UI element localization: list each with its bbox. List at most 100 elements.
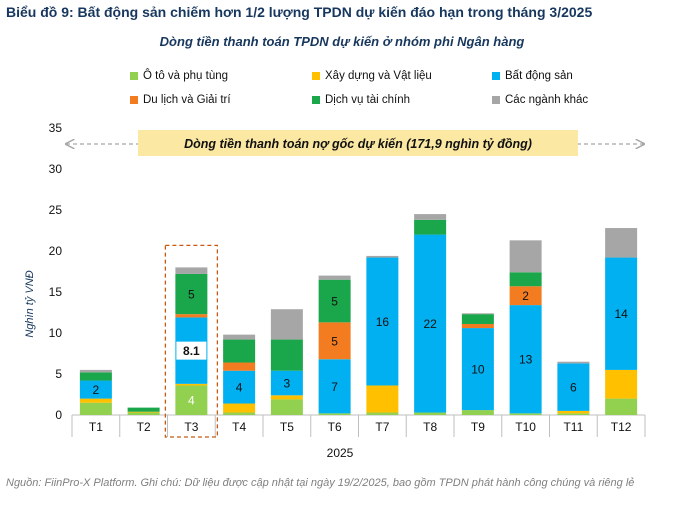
bar-segment bbox=[270, 339, 303, 371]
x-tick-label: T10 bbox=[515, 420, 536, 434]
x-tick-label: T5 bbox=[280, 420, 294, 434]
bar-segment bbox=[605, 228, 638, 258]
bar-segment bbox=[366, 385, 399, 413]
y-tick-label: 5 bbox=[55, 367, 62, 381]
bar-segment bbox=[557, 413, 590, 415]
bar-segment bbox=[270, 370, 303, 396]
bar-segment bbox=[79, 398, 112, 403]
data-label: 4 bbox=[236, 381, 243, 395]
data-label: 4 bbox=[188, 394, 195, 408]
chart-figure-title: Biểu đồ 9: Bất động sản chiếm hơn 1/2 lư… bbox=[6, 4, 593, 20]
bar-segment bbox=[223, 339, 256, 363]
bar-segment bbox=[318, 413, 351, 415]
bar-segment bbox=[461, 314, 494, 324]
data-label: 2 bbox=[522, 289, 529, 303]
bar-segment bbox=[318, 275, 351, 280]
bar-segment bbox=[175, 314, 208, 318]
bar-segment bbox=[127, 407, 160, 412]
data-label: 10 bbox=[471, 363, 485, 377]
bar-segment bbox=[79, 369, 112, 373]
bar-segment bbox=[414, 412, 447, 415]
legend-label: Du lịch và Giải trí bbox=[143, 94, 231, 106]
data-label: 7 bbox=[331, 380, 338, 394]
bar-segment bbox=[557, 361, 590, 364]
legend-label: Bất động sản bbox=[505, 70, 573, 82]
bar-segment bbox=[414, 234, 447, 413]
bar-segment bbox=[223, 370, 256, 404]
bar-segment bbox=[79, 402, 112, 415]
bar-segment bbox=[461, 328, 494, 411]
data-label: 13 bbox=[519, 353, 533, 367]
bar-segment bbox=[175, 267, 208, 274]
legend-swatch bbox=[312, 96, 320, 104]
legend-item-construction: Xây dựng và Vật liệu bbox=[312, 70, 432, 82]
data-label: 22 bbox=[423, 317, 437, 331]
bar-segment bbox=[79, 380, 112, 399]
bar-segment bbox=[557, 363, 590, 411]
bar-segment bbox=[79, 372, 112, 381]
annotation-text: Dòng tiền thanh toán nợ gốc dự kiến (171… bbox=[184, 137, 532, 151]
bar-segment bbox=[366, 255, 399, 258]
bar-segment bbox=[509, 286, 542, 306]
highlight-frame bbox=[164, 244, 219, 438]
legend-swatch bbox=[312, 72, 320, 80]
source-note: Nguồn: FiinPro-X Platform. Ghi chú: Dữ l… bbox=[6, 477, 635, 489]
legend-item-financial: Dịch vụ tài chính bbox=[312, 94, 410, 106]
x-tick-label: T1 bbox=[89, 420, 103, 434]
bar-segment bbox=[175, 383, 208, 386]
data-label: 5 bbox=[331, 334, 338, 348]
x-tick-label: T6 bbox=[328, 420, 342, 434]
data-label: 3 bbox=[284, 377, 291, 391]
bar-segment bbox=[605, 398, 638, 415]
x-tick-label: T3 bbox=[184, 420, 198, 434]
bar-segment bbox=[605, 369, 638, 399]
bar-segment bbox=[270, 395, 303, 400]
y-tick-label: 20 bbox=[49, 244, 63, 258]
legend-label: Xây dựng và Vật liệu bbox=[325, 70, 432, 82]
y-tick-label: 15 bbox=[49, 285, 63, 299]
bar-segment bbox=[605, 257, 638, 370]
bar-segment bbox=[557, 410, 590, 414]
legend-label: Các ngành khác bbox=[505, 94, 589, 106]
bar-segment bbox=[223, 403, 256, 413]
data-label: 14 bbox=[614, 307, 628, 321]
legend-swatch bbox=[492, 96, 500, 104]
legend-swatch bbox=[130, 72, 138, 80]
y-tick-label: 10 bbox=[49, 326, 63, 340]
bar-segment bbox=[223, 362, 256, 371]
legend-label: Ô tô và phụ tùng bbox=[143, 70, 229, 82]
legend-swatch bbox=[492, 72, 500, 80]
bar-segment bbox=[509, 240, 542, 273]
legend-item-real-estate: Bất động sản bbox=[492, 70, 573, 82]
x-tick-label: T12 bbox=[611, 420, 632, 434]
data-label: 8.1 bbox=[183, 344, 200, 358]
data-label: 16 bbox=[376, 315, 390, 329]
bar-segment bbox=[461, 323, 494, 329]
y-axis-title: Nghìn tỷ VNĐ bbox=[24, 270, 36, 337]
bar-segment bbox=[414, 214, 447, 220]
x-tick-label: T4 bbox=[232, 420, 246, 434]
legend-item-others: Các ngành khác bbox=[492, 94, 588, 106]
bar-segment bbox=[270, 399, 303, 415]
annotation-box bbox=[138, 130, 578, 156]
x-tick-label: T9 bbox=[471, 420, 485, 434]
bar-segment bbox=[509, 272, 542, 287]
data-label-bg bbox=[176, 341, 207, 360]
x-axis-title: 2025 bbox=[327, 446, 354, 460]
data-label: 2 bbox=[93, 383, 100, 397]
legend-item-auto: Ô tô và phụ tùng bbox=[130, 70, 228, 82]
bar-segment bbox=[461, 313, 494, 315]
bar-segment bbox=[461, 410, 494, 415]
x-tick-label: T7 bbox=[375, 420, 389, 434]
y-tick-label: 35 bbox=[49, 121, 63, 135]
x-tick-label: T11 bbox=[563, 420, 583, 434]
legend-swatch bbox=[130, 96, 138, 104]
bar-segment bbox=[509, 413, 542, 415]
bar-segment bbox=[318, 279, 351, 323]
x-tick-label: T2 bbox=[137, 420, 151, 434]
bar-segment bbox=[509, 305, 542, 414]
stacked-bar-chart: Dòng tiền thanh toán nợ gốc dự kiến (171… bbox=[24, 121, 646, 460]
bar-segment bbox=[366, 257, 399, 386]
bar-segment bbox=[366, 412, 399, 415]
